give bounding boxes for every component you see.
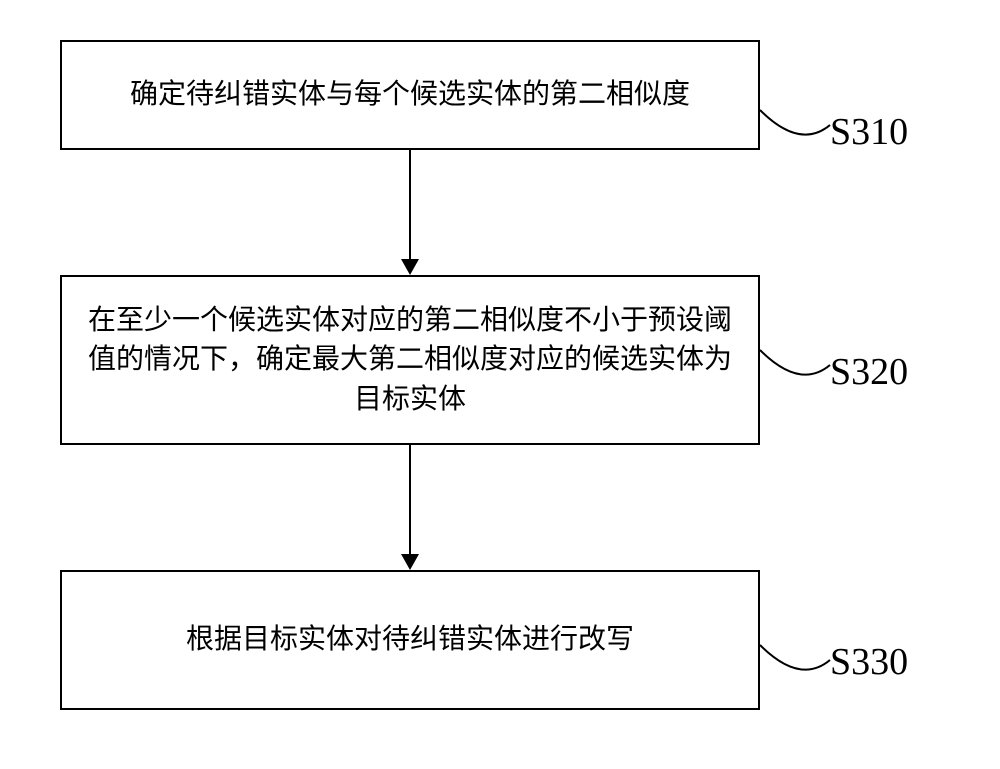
flowchart-canvas: 确定待纠错实体与每个候选实体的第二相似度S310在至少一个候选实体对应的第二相似…: [0, 0, 1000, 769]
arrow-n2-n3: [0, 0, 1000, 769]
